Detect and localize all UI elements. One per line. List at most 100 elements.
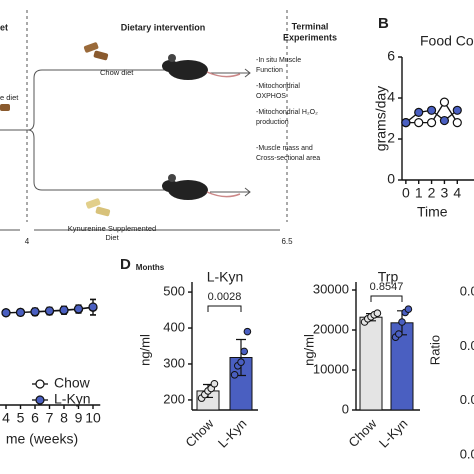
point — [230, 370, 239, 379]
x-axis-label: Time — [417, 204, 448, 220]
y-tick-label: 0 — [387, 171, 395, 187]
x-tick-label: 2 — [428, 185, 436, 201]
diagram-layout — [0, 10, 288, 231]
y-tick-label: 300 — [163, 355, 185, 370]
y-tick-label: 0.00 — [460, 446, 474, 461]
x-tick-label: 0 — [402, 185, 410, 201]
terminal-header: Terminal — [292, 21, 329, 31]
pellet-icon — [85, 198, 101, 209]
diet-label: Chow diet — [100, 68, 134, 77]
point — [15, 307, 26, 317]
y-tick-label: 10000 — [313, 361, 349, 376]
timeline-tick: 4 — [25, 237, 30, 246]
chart-title: L-Kyn — [207, 269, 244, 285]
point — [404, 305, 413, 314]
panel-label: B — [378, 15, 389, 32]
branch-top — [0, 69, 165, 131]
significance-bracket — [207, 305, 242, 312]
x-tick-label: 4 — [2, 410, 10, 426]
timeline-label: Months — [136, 263, 165, 272]
x-tick-label: L-Kyn — [215, 416, 250, 451]
arrow — [210, 68, 251, 78]
mouse-icon — [162, 54, 241, 80]
y-tick-label: 30000 — [313, 281, 349, 296]
p-value: 0.0028 — [208, 291, 242, 303]
y-tick-label: 0.02 — [460, 338, 474, 353]
y-tick-label: 20000 — [313, 321, 349, 336]
point — [414, 107, 424, 117]
diet-header: et — [0, 22, 8, 32]
intervention-header: Dietary intervention — [121, 22, 206, 32]
x-tick-label: 1 — [415, 185, 423, 201]
y-axis-label: Ratio — [427, 335, 442, 365]
y-tick-label: 6 — [387, 48, 395, 64]
point — [240, 347, 248, 356]
chart-title: Trp — [378, 269, 399, 285]
diet-label: Kynurenine Supplemented — [68, 224, 156, 233]
point — [414, 117, 424, 128]
pellet-icon — [83, 42, 99, 53]
icons — [0, 42, 241, 217]
x-tick-label: Chow — [345, 416, 380, 451]
y-axis-label: ng/ml — [137, 334, 152, 366]
arrow — [210, 187, 251, 197]
point — [30, 307, 40, 317]
point — [210, 379, 219, 388]
x-tick-label: 4 — [453, 185, 461, 201]
mouse-icon — [162, 174, 241, 200]
x-tick-label: 8 — [60, 410, 68, 426]
x-tick-label: 10 — [85, 410, 101, 426]
point — [1, 308, 11, 318]
point — [73, 304, 84, 314]
pellet-icon — [95, 206, 111, 217]
y-tick-label: 400 — [163, 319, 185, 334]
y-tick-label: 500 — [163, 284, 185, 299]
panel-label: D — [120, 256, 131, 273]
point — [395, 330, 403, 338]
terminal-item: -In situ Muscle — [256, 57, 301, 64]
diet-label: e diet — [0, 93, 19, 102]
x-tick-label: 3 — [441, 185, 449, 201]
point — [398, 318, 406, 326]
point — [426, 117, 437, 128]
y-tick-label: 0.01 — [460, 392, 474, 407]
terminal-item: production — [256, 119, 289, 126]
y-tick-label: 0 — [342, 401, 349, 416]
bar — [359, 316, 383, 411]
x-tick-label: 9 — [75, 410, 83, 426]
point — [439, 115, 450, 126]
terminal-header: Experiments — [283, 32, 337, 42]
y-tick-label: 200 — [163, 391, 185, 406]
point — [44, 306, 55, 316]
x-tick-label: 7 — [46, 410, 54, 426]
point — [243, 327, 252, 336]
y-axis-label: ng/ml — [301, 334, 316, 366]
significance-bracket — [370, 295, 403, 302]
diet-label: Diet — [105, 233, 119, 242]
terminal-item: Function — [256, 67, 283, 74]
x-axis-label: me (weeks) — [6, 431, 78, 447]
p-value: 0.8547 — [370, 281, 404, 293]
legend-label: Chow — [54, 375, 91, 391]
y-tick-label: 0.03 — [460, 284, 474, 299]
x-tick-label: 5 — [17, 410, 25, 426]
chart-title: Food Co — [420, 33, 474, 49]
point — [452, 117, 462, 128]
y-axis-label: grams/day — [373, 86, 389, 151]
point — [373, 309, 382, 318]
legend-marker — [35, 395, 45, 405]
point — [401, 117, 411, 128]
terminal-item: -Mitochondrial — [256, 83, 300, 90]
x-tick-label: L-Kyn — [376, 416, 411, 451]
legend-label: L-Kyn — [54, 391, 91, 407]
branch-bottom — [27, 129, 165, 191]
x-tick-label: Chow — [182, 416, 217, 451]
terminal-item: Cross-sectional area — [256, 155, 320, 162]
pellet-icon — [0, 104, 10, 111]
point — [88, 302, 98, 312]
x-tick-label: 6 — [31, 410, 39, 426]
y-tick-label: 2 — [387, 130, 395, 146]
point — [439, 97, 450, 107]
terminal-item: -Muscle mass and — [256, 145, 313, 152]
